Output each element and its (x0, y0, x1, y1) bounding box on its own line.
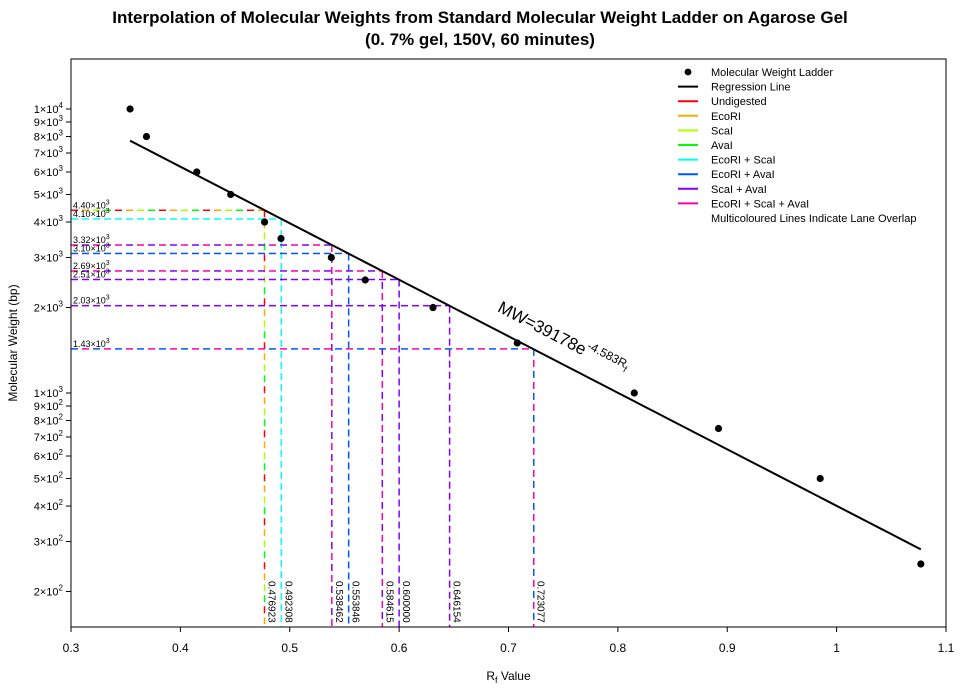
ladder-point (327, 253, 335, 262)
y-tick-label: 5×103 (34, 187, 64, 202)
x-axis-label: Rf Value (486, 669, 531, 685)
ladder-point (260, 218, 269, 226)
axes: 0.3 0.4 0.5 0.6 0.7 0.8 0.9 1 1.1 2×102 3×102 4×102… (34, 101, 955, 655)
ladder-point (361, 276, 369, 284)
x-axis-label-rest: Value (498, 669, 531, 683)
plot-frame (70, 58, 947, 628)
y-tick-label: 2×103 (34, 300, 64, 315)
legend-label: ScaI + AvaI (711, 184, 767, 196)
x-axis-label-main: R (486, 669, 495, 683)
interpolated-rf-label: 0.646154 (451, 581, 462, 623)
legend-label: ScaI (711, 125, 733, 137)
legend-label: AvaI (711, 140, 733, 152)
interpolated-rf-label: 0.723077 (535, 581, 546, 623)
ladder-points (126, 105, 925, 568)
ladder-point (429, 303, 437, 312)
chart-title: Interpolation of Molecular Weights from … (112, 8, 848, 27)
x-tick-label: 0.4 (172, 641, 189, 655)
y-tick-label: 8×103 (34, 129, 64, 144)
legend-label: Regression Line (711, 82, 791, 94)
y-tick-label: 9×102 (34, 398, 64, 413)
interpolated-rf-label: 0.553846 (350, 581, 361, 623)
ladder-point (630, 389, 638, 397)
y-tick-label: 6×103 (34, 164, 64, 179)
y-axis-label: Molecular Weight (bp) (6, 284, 20, 401)
x-tick-label: 0.9 (719, 641, 736, 655)
regression-equation: MW=39178e-4.583Rf (495, 294, 632, 380)
x-tick-label: 0.3 (63, 641, 80, 655)
x-tick-label: 0.8 (610, 641, 627, 655)
y-tick-label: 4×103 (34, 214, 64, 229)
ladder-point (193, 168, 201, 176)
interpolated-mw-label: 3.32×103 (73, 234, 110, 245)
y-tick-label: 1×103 (34, 385, 64, 400)
ladder-point (513, 339, 521, 347)
y-tick-label: 5×102 (34, 471, 64, 486)
interpolated-mw-label: 2.69×103 (73, 260, 110, 271)
x-tick-label: 0.6 (391, 641, 408, 655)
legend-label: EcoRI + ScaI (711, 155, 776, 167)
chart-subtitle: (0. 7% gel, 150V, 60 minutes) (365, 30, 595, 49)
interpolation-lines: 4.40×103 0.476923 4.10×103 0.492308 3.32×103… (71, 199, 546, 627)
ladder-point (714, 424, 723, 433)
legend-point-symbol (684, 68, 692, 76)
ladder-point (126, 105, 134, 113)
ladder-point (917, 560, 925, 568)
interpolated-mw-label: 2.51×103 (73, 269, 110, 280)
y-tick-label: 6×102 (34, 448, 64, 463)
y-tick-label: 3×103 (34, 250, 64, 265)
y-tick-label: 3×102 (34, 534, 64, 549)
interpolated-rf-label: 0.600000 (400, 581, 411, 623)
y-tick-label: 8×102 (34, 413, 64, 428)
legend-label: EcoRI + ScaI + AvaI (711, 198, 809, 210)
regression-line (129, 139, 922, 551)
legend-label: EcoRI + AvaI (711, 169, 775, 181)
ladder-point (227, 190, 235, 199)
x-tick-label: 1.1 (938, 641, 955, 655)
interpolated-rf-label: 0.492308 (282, 581, 293, 623)
interpolated-rf-label: 0.584615 (383, 581, 394, 623)
interpolated-mw-label: 2.03×103 (73, 295, 110, 306)
y-tick-label: 9×103 (34, 114, 64, 129)
ladder-point (816, 474, 824, 483)
y-tick-label: 7×103 (34, 145, 64, 160)
x-tick-label: 1 (833, 641, 840, 655)
interpolated-mw-label: 1.43×103 (73, 338, 110, 349)
legend-label: Molecular Weight Ladder (711, 67, 833, 79)
y-tick-label: 1×104 (34, 101, 64, 116)
legend-label: Multicoloured Lines Indicate Lane Overla… (711, 213, 916, 225)
y-tick-label: 7×102 (34, 429, 64, 444)
interpolated-mw-label: 4.10×103 (73, 208, 110, 219)
ladder-point (277, 234, 285, 243)
interpolated-rf-label: 0.538462 (333, 581, 344, 623)
x-axis-label-sub: f (495, 675, 498, 685)
legend-label: EcoRI (711, 111, 741, 123)
legend: Molecular Weight Ladder Regression Line Un… (678, 67, 916, 225)
ladder-point (142, 132, 151, 141)
interpolated-mw-label: 3.10×103 (73, 242, 110, 253)
y-tick-label: 2×102 (34, 584, 64, 599)
y-tick-label: 4×102 (34, 498, 64, 513)
x-tick-label: 0.7 (500, 641, 517, 655)
interpolated-rf-label: 0.476923 (266, 581, 277, 623)
x-tick-label: 0.5 (281, 641, 298, 655)
legend-label: Undigested (711, 96, 767, 108)
interpolated-mw-label: 4.40×103 (73, 199, 110, 210)
